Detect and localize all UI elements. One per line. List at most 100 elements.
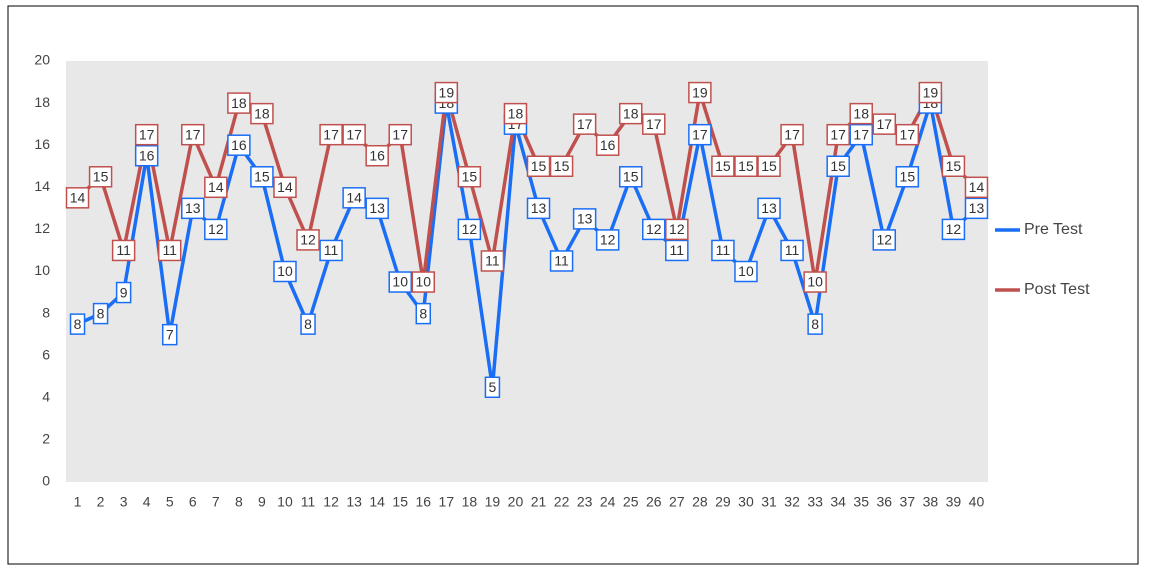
x-tick-label: 9 [258,494,266,510]
data-label: 13 [761,200,777,216]
data-label: 12 [600,232,616,248]
data-label-box [964,176,989,199]
data-label-box [711,239,735,262]
data-label: 17 [853,126,869,142]
data-label-box [388,123,412,146]
x-tick-label: 25 [623,494,639,510]
x-tick-label: 32 [784,494,800,510]
data-label-box [296,229,320,251]
data-label: 11 [670,242,685,258]
data-label-box [572,208,597,230]
data-label: 11 [554,253,569,269]
data-label: 13 [531,200,547,216]
data-label: 13 [369,200,385,216]
data-label-box [161,323,178,346]
x-tick-label: 10 [277,494,293,510]
data-label: 17 [323,126,339,142]
data-label: 16 [231,137,247,153]
x-tick-label: 31 [761,494,777,510]
data-label-box [549,155,574,177]
data-label: 12 [669,221,685,237]
data-label: 14 [208,179,224,195]
data-label: 10 [415,274,431,290]
data-label: 17 [830,126,846,142]
data-label: 18 [623,105,639,121]
data-label-box [872,113,897,135]
data-label: 8 [74,316,82,332]
data-label-box [457,218,482,241]
data-label-box [688,81,712,104]
data-label-box [642,113,666,135]
data-label: 17 [876,116,892,132]
data-label-box [250,166,274,188]
data-label: 8 [419,305,427,321]
data-label-box [757,197,781,220]
data-label: 15 [830,158,846,174]
data-label-box [388,271,412,293]
data-label: 12 [646,221,662,237]
data-label-box [941,155,966,177]
data-label-box [65,187,90,209]
x-tick-label: 2 [97,494,105,510]
data-label: 11 [716,242,731,258]
x-tick-label: 3 [120,494,128,510]
data-label-box [826,123,850,146]
y-tick-label: 6 [42,346,50,362]
data-label-box [826,155,850,177]
legend-label: Pre Test [1024,221,1083,238]
data-label: 15 [946,158,962,174]
x-tick-label: 21 [531,494,547,510]
x-tick-label: 27 [669,494,685,510]
data-label-box [319,239,343,262]
data-label-box [526,155,551,177]
x-tick-label: 4 [143,494,151,510]
x-tick-label: 13 [346,494,362,510]
data-label: 17 [900,126,916,142]
data-label-box [618,102,643,125]
x-tick-label: 18 [462,494,478,510]
data-label-box [69,313,86,335]
data-label-box [941,218,966,241]
data-label-box [526,197,551,220]
data-label: 15 [531,158,547,174]
data-label: 14 [70,190,86,206]
x-tick-label: 40 [969,494,985,510]
data-label-box [734,155,758,177]
data-label-box [503,102,528,125]
x-tick-label: 33 [807,494,823,510]
data-label: 5 [489,379,497,395]
data-label-box [434,81,459,104]
data-label-box [115,281,132,304]
y-tick-label: 18 [34,94,50,110]
x-tick-label: 39 [946,494,962,510]
data-label-box [273,176,297,199]
data-label-box [134,144,159,167]
data-label: 13 [969,200,985,216]
data-label-box [803,271,827,293]
data-label-box [480,250,505,272]
y-tick-label: 20 [34,52,50,68]
data-label: 12 [946,221,962,237]
data-label: 18 [254,105,270,121]
data-label-box [484,376,501,399]
data-label: 9 [120,284,128,300]
data-label: 12 [876,232,892,248]
x-tick-label: 1 [74,494,82,510]
legend-label: Post Test [1024,281,1090,298]
data-label: 16 [600,137,616,153]
data-label-box [895,123,920,146]
x-tick-label: 5 [166,494,174,510]
x-tick-label: 7 [212,494,220,510]
data-label: 11 [116,242,131,258]
x-tick-label: 17 [439,494,455,510]
data-label: 11 [162,242,177,258]
data-label-box [849,123,873,146]
data-label: 17 [577,116,593,132]
x-tick-label: 16 [415,494,431,510]
data-label: 12 [462,221,478,237]
x-tick-label: 23 [577,494,593,510]
data-label-box [181,197,205,220]
data-label: 15 [623,168,639,184]
